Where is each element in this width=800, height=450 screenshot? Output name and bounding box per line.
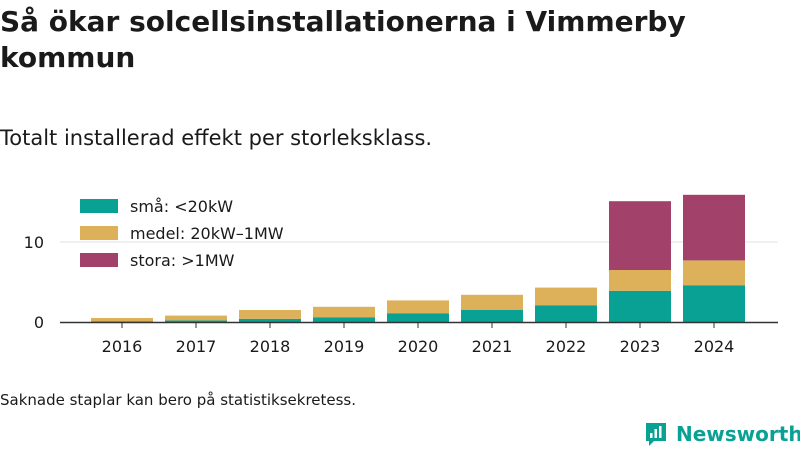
chart-subtitle: Totalt installerad effekt per storlekskl…	[0, 126, 433, 150]
bar-segment	[313, 306, 375, 318]
bar-segment	[165, 320, 227, 322]
x-tick-label: 2020	[398, 337, 439, 356]
legend-label: medel: 20kW–1MW	[130, 224, 284, 243]
bar-segment	[683, 194, 745, 261]
chart-title: Så ökar solcellsinstallationerna i Vimme…	[0, 5, 686, 74]
bar-segment	[91, 318, 153, 322]
bars	[91, 194, 745, 322]
y-axis: 0 10	[24, 233, 44, 332]
legend-label: stora: >1MW	[130, 251, 235, 270]
legend: små: <20kW medel: 20kW–1MW stora: >1MW	[80, 197, 284, 270]
bar-segment	[239, 318, 301, 322]
bar-segment	[165, 315, 227, 321]
stacked-bar-chart: 2016 2017 2018 2019 2020 2021 2022 2023 2024 0 10…	[0, 180, 800, 365]
bar-segment	[461, 294, 523, 310]
y-tick-label: 10	[24, 233, 44, 252]
chart-canvas: 2016 2017 2018 2019 2020 2021 2022 2023 2024 0 10…	[24, 194, 778, 356]
bar-segment	[609, 290, 671, 322]
x-tick-label: 2021	[472, 337, 513, 356]
legend-label: små: <20kW	[130, 197, 233, 216]
brand-name: Newsworthy	[676, 422, 800, 446]
footnote: Saknade staplar kan bero på statistiksek…	[0, 391, 357, 409]
newsworthy-logo: Newsworthy	[644, 420, 800, 448]
legend-swatch	[80, 226, 118, 240]
bar-segment	[387, 313, 449, 322]
legend-swatch	[80, 253, 118, 267]
y-tick-label: 0	[34, 313, 44, 332]
x-axis: 2016 2017 2018 2019 2020 2021 2022 2023 2024	[60, 321, 778, 356]
bar-segment	[609, 201, 671, 270]
x-tick-label: 2019	[324, 337, 365, 356]
bar-segment	[387, 300, 449, 314]
bar-segment	[683, 260, 745, 286]
bar-segment	[609, 270, 671, 291]
x-tick-label: 2023	[620, 337, 661, 356]
bar-segment	[461, 310, 523, 322]
newsworthy-icon	[646, 423, 666, 446]
bar-segment	[683, 285, 745, 322]
bar-segment	[239, 310, 301, 319]
bar-segment	[313, 317, 375, 322]
x-tick-label: 2024	[694, 337, 735, 356]
bar-segment	[535, 287, 597, 306]
bar-segment	[91, 321, 153, 322]
x-tick-label: 2016	[102, 337, 143, 356]
bar-segment	[535, 305, 597, 322]
legend-swatch	[80, 199, 118, 213]
x-tick-label: 2022	[546, 337, 587, 356]
x-tick-label: 2017	[176, 337, 217, 356]
x-tick-label: 2018	[250, 337, 291, 356]
